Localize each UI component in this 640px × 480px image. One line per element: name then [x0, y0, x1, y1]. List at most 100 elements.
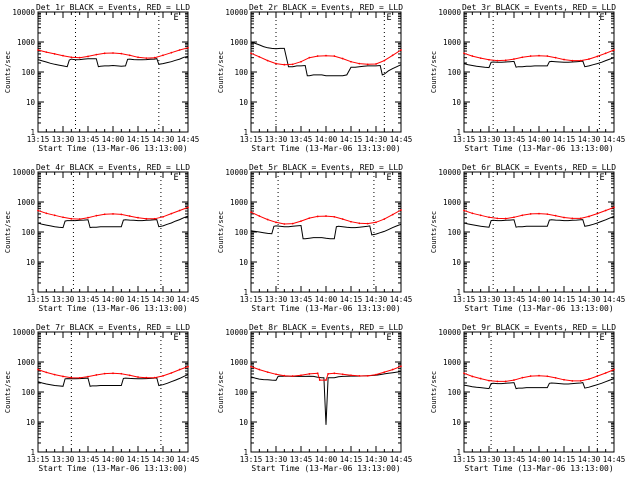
lld-point [471, 212, 474, 215]
lld-point [350, 220, 352, 223]
lld-point [496, 217, 499, 220]
y-tick-label: 10 [452, 258, 462, 267]
lld-point [128, 54, 131, 57]
events-series-line [37, 374, 189, 387]
x-tick-label: 14:00 [315, 295, 338, 304]
lld-point [308, 217, 311, 220]
lld-point [463, 372, 465, 375]
plot-frame [463, 171, 615, 293]
corner-mark: E [173, 333, 178, 343]
x-tick-label: 14:45 [603, 455, 626, 464]
panel-title: Det 6r BLACK = Events, RED = LLD [462, 163, 616, 172]
y-axis-label: Counts/sec [430, 211, 438, 253]
lld-point [291, 63, 294, 66]
x-tick-label: 13:30 [478, 135, 501, 144]
x-tick-label: 13:15 [453, 135, 476, 144]
x-tick-label: 14:00 [528, 135, 551, 144]
lld-point [45, 51, 48, 54]
lld-point [87, 375, 89, 378]
y-tick-label: 100 [447, 388, 461, 397]
lld-point [145, 376, 148, 379]
x-tick-label: 13:30 [265, 295, 288, 304]
lld-point [504, 217, 507, 220]
detector-panel: 1 10 100 1000 10000 13:15 13:30 13:45 14:00 14:15… [217, 163, 412, 313]
lld-point [563, 378, 565, 381]
lld-point [358, 62, 361, 65]
lld-point [366, 222, 369, 225]
x-tick-label: 13:30 [52, 135, 75, 144]
lld-point [87, 55, 89, 58]
lld-point [178, 368, 181, 371]
lld-point [37, 49, 39, 51]
lld-point [375, 63, 377, 65]
x-tick-label: 13:30 [52, 295, 75, 304]
plot-frame [250, 331, 402, 453]
lld-point [563, 216, 565, 219]
x-tick-label: 14:30 [365, 295, 388, 304]
lld-point [496, 59, 499, 62]
x-tick-label: 13:15 [453, 295, 476, 304]
panel-title: Det 3r BLACK = Events, RED = LLD [462, 3, 616, 12]
y-axis-label: Counts/sec [217, 371, 225, 413]
x-tick-label: 14:15 [553, 455, 576, 464]
lld-point [128, 215, 131, 217]
lld-point [128, 374, 131, 377]
y-tick-label: 1000 [230, 358, 249, 367]
lld-point [300, 220, 302, 223]
lld-point [604, 209, 607, 212]
y-tick-label: 1000 [230, 198, 249, 207]
y-axis-label: Counts/sec [430, 371, 438, 413]
lld-point [300, 374, 302, 377]
lld-point [266, 218, 269, 221]
lld-point [162, 374, 164, 377]
x-tick-label: 14:15 [340, 295, 363, 304]
lld-point [325, 379, 327, 381]
y-tick-label: 10 [26, 418, 36, 427]
x-tick-label: 14:00 [102, 295, 125, 304]
x-tick-label: 14:45 [390, 295, 413, 304]
y-tick-label: 1 [456, 128, 461, 137]
x-tick-label: 13:45 [77, 135, 100, 144]
events-series-line [463, 378, 615, 390]
x-tick-label: 13:30 [478, 455, 501, 464]
lld-point [250, 365, 252, 368]
x-tick-label: 13:15 [27, 295, 50, 304]
lld-point [120, 213, 123, 216]
x-tick-label: 13:15 [240, 455, 263, 464]
lld-point [120, 372, 123, 375]
events-series-line [250, 223, 402, 240]
y-tick-label: 10000 [438, 168, 461, 177]
lld-point [579, 217, 582, 220]
lld-point [366, 63, 369, 66]
lld-point [153, 56, 156, 59]
events-series-line [250, 41, 402, 77]
y-axis-label: Counts/sec [217, 51, 225, 93]
lld-point [588, 215, 590, 218]
lld-point [78, 56, 81, 59]
y-tick-label: 1000 [17, 358, 36, 367]
panel-title: Det 8r BLACK = Events, RED = LLD [249, 323, 403, 332]
x-tick-label: 14:00 [102, 135, 125, 144]
y-tick-label: 10 [26, 98, 36, 107]
lld-point [596, 212, 599, 215]
x-tick-label: 13:30 [265, 135, 288, 144]
lld-point [316, 215, 319, 218]
lld-point [391, 54, 394, 57]
lld-point [596, 55, 599, 58]
lld-point [308, 373, 311, 375]
x-tick-label: 13:45 [503, 295, 526, 304]
lld-point [70, 376, 73, 379]
lld-point [471, 55, 474, 57]
lld-point [291, 222, 294, 225]
lld-point [178, 49, 181, 51]
x-tick-label: 14:00 [315, 455, 338, 464]
x-tick-label: 14:15 [127, 135, 150, 144]
lld-point [187, 46, 189, 49]
lld-point [350, 60, 352, 63]
x-axis-label: Start Time (13-Mar-06 13:13:00) [251, 464, 400, 473]
y-tick-label: 10 [452, 418, 462, 427]
y-tick-label: 10000 [12, 8, 35, 17]
y-tick-label: 1000 [230, 38, 249, 47]
lld-point [571, 59, 574, 62]
lld-point [153, 376, 156, 379]
